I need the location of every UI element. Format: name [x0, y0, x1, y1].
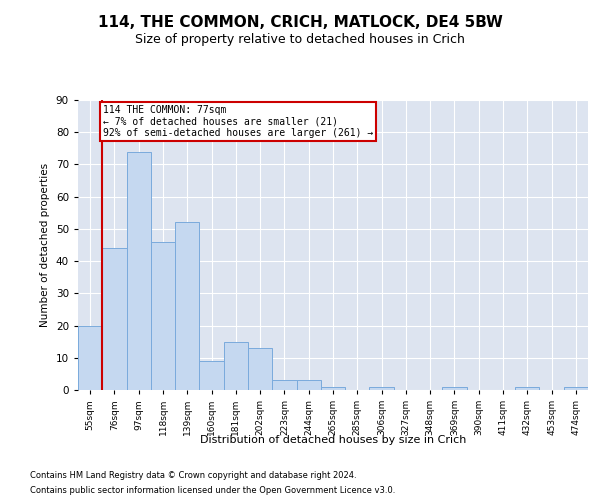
Bar: [564, 387, 588, 390]
Bar: [272, 380, 296, 390]
Bar: [175, 222, 199, 390]
Text: 114, THE COMMON, CRICH, MATLOCK, DE4 5BW: 114, THE COMMON, CRICH, MATLOCK, DE4 5BW: [98, 15, 502, 30]
Bar: [321, 387, 345, 390]
Bar: [127, 152, 151, 390]
Text: Distribution of detached houses by size in Crich: Distribution of detached houses by size …: [200, 435, 466, 445]
Bar: [151, 242, 175, 390]
Text: Contains HM Land Registry data © Crown copyright and database right 2024.: Contains HM Land Registry data © Crown c…: [30, 471, 356, 480]
Bar: [296, 380, 321, 390]
Bar: [370, 387, 394, 390]
Bar: [199, 361, 224, 390]
Bar: [248, 348, 272, 390]
Text: 114 THE COMMON: 77sqm
← 7% of detached houses are smaller (21)
92% of semi-detac: 114 THE COMMON: 77sqm ← 7% of detached h…: [103, 105, 373, 138]
Y-axis label: Number of detached properties: Number of detached properties: [40, 163, 50, 327]
Bar: [224, 342, 248, 390]
Bar: [515, 387, 539, 390]
Bar: [442, 387, 467, 390]
Text: Contains public sector information licensed under the Open Government Licence v3: Contains public sector information licen…: [30, 486, 395, 495]
Text: Size of property relative to detached houses in Crich: Size of property relative to detached ho…: [135, 32, 465, 46]
Bar: [78, 326, 102, 390]
Bar: [102, 248, 127, 390]
